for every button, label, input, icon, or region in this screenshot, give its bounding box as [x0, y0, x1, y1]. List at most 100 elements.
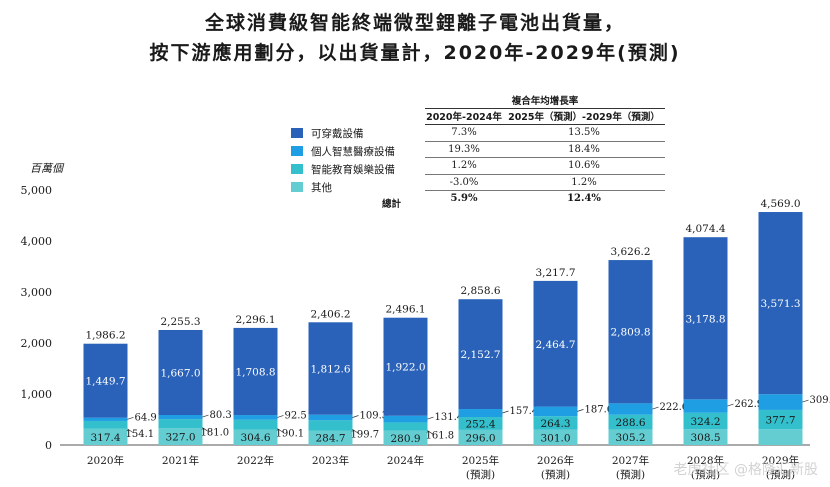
data-label: 2,464.7 [535, 339, 575, 351]
data-label: 64.9 [135, 412, 157, 423]
data-label: 1,812.6 [310, 364, 350, 376]
bar-segment [233, 327, 278, 416]
legend-swatch [291, 164, 303, 174]
bar-segment [308, 414, 353, 421]
total-label: 2,858.6 [460, 285, 500, 297]
cagr-col2-header: 2025年（預測）-2029年（預測） [503, 108, 665, 125]
data-label: 92.5 [285, 410, 307, 421]
leader-line [577, 409, 584, 412]
bar-segment [458, 429, 503, 445]
y-tick-label: 3,000 [21, 286, 53, 299]
bar-segment [308, 420, 353, 431]
data-label: 309.0 [810, 395, 830, 406]
y-tick-label: 2,000 [21, 337, 53, 350]
legend-label: 智能教育娛樂設備 [311, 163, 395, 176]
data-label: 109.3 [360, 411, 389, 422]
cagr-total-label: 總計 [382, 199, 402, 210]
leader-line [352, 429, 359, 434]
data-label: 1,922.0 [385, 362, 425, 374]
data-label: 284.7 [315, 433, 345, 445]
cagr-row-c2: 1.2% [503, 174, 665, 191]
watermark: 老虎社区 @格隆汇新股 [673, 462, 818, 478]
leader-line [277, 428, 284, 433]
leader-line [727, 403, 734, 407]
data-label: 3,571.3 [760, 298, 800, 310]
data-label: 131.4 [435, 412, 464, 423]
total-label: 2,406.2 [310, 308, 350, 320]
leader-line [427, 416, 434, 420]
legend-item: 智能教育娛樂設備 [291, 160, 395, 178]
bar-segment [233, 419, 278, 430]
bar-segment [383, 317, 428, 416]
data-label: 377.7 [765, 415, 795, 427]
bar-segment [683, 412, 728, 430]
cagr-col1-header: 2020年-2024年 [425, 108, 503, 125]
bar-segment [383, 422, 428, 431]
y-tick-label: 4,000 [21, 235, 53, 248]
data-label: 154.1 [126, 429, 155, 440]
cagr-row-c1: 19.3% [425, 141, 503, 158]
leader-line [277, 415, 284, 418]
leader-line [427, 430, 434, 435]
cagr-table: 複合年均增長率 2020年-2024年 2025年（預測）-2029年（預測） … [425, 92, 665, 207]
leader-line [352, 415, 359, 418]
x-tick-sublabel: (預測) [616, 468, 645, 481]
data-label: 301.0 [540, 432, 570, 444]
x-tick-label: 2024年 [387, 454, 424, 467]
x-tick-label: 2021年 [162, 454, 199, 467]
x-tick-label: 2026年 [537, 454, 574, 467]
bar-segment [533, 416, 578, 430]
bar-segment [608, 260, 653, 404]
bar-segment [158, 414, 203, 420]
cagr-total-c1: 5.9% [450, 193, 478, 205]
leader-line [502, 410, 509, 414]
total-label: 2,296.1 [235, 314, 275, 326]
legend: 可穿戴設備 個人智慧醫療設備 智能教育娛樂設備 其他 [291, 124, 395, 196]
legend-item: 其他 [291, 178, 395, 196]
x-tick-sublabel: (預測) [691, 468, 720, 481]
data-label: 296.0 [465, 432, 495, 444]
data-label: 288.6 [615, 417, 645, 429]
x-tick-label: 2022年 [237, 454, 274, 467]
legend-swatch [291, 146, 303, 156]
bar-segment [83, 428, 128, 445]
x-tick-sublabel: (預測) [466, 468, 495, 481]
legend-label: 個人智慧醫療設備 [311, 145, 395, 158]
data-label: 80.3 [210, 410, 232, 421]
bar-segment [608, 429, 653, 445]
data-label: 308.5 [690, 432, 720, 444]
data-label: 187.6 [585, 404, 614, 415]
legend-label: 其他 [311, 181, 332, 194]
bar-segment [758, 429, 803, 445]
data-label: 3,178.8 [685, 313, 725, 325]
x-tick-label: 2028年 [687, 454, 724, 467]
chart-title-line1: 全球消費級智能終端微型鋰離子電池出貨量， [204, 12, 625, 34]
y-axis-label: 百萬個 [30, 162, 65, 175]
bar-segment [383, 430, 428, 445]
bar-segment [308, 322, 353, 415]
bar-segment [758, 212, 803, 395]
legend-label: 可穿戴設備 [311, 127, 364, 140]
data-label: 280.9 [390, 433, 420, 445]
cagr-row-c1: 7.3% [425, 124, 503, 142]
bar-segment [458, 299, 503, 410]
bar-segment [83, 417, 128, 421]
legend-item: 個人智慧醫療設備 [291, 142, 395, 160]
data-label: 264.3 [540, 418, 570, 430]
data-label: 161.8 [426, 431, 455, 442]
bar-segment [683, 237, 728, 400]
data-label: 252.4 [465, 418, 495, 430]
data-label: 304.6 [240, 432, 270, 444]
cagr-row-c1: 1.2% [425, 157, 503, 175]
data-label: 2,809.8 [610, 327, 650, 339]
bar-segment [608, 414, 653, 430]
leader-line [802, 399, 809, 403]
bar-segment [83, 343, 128, 418]
leader-line [127, 428, 134, 434]
total-label: 3,626.2 [610, 246, 650, 258]
bar-segment [533, 406, 578, 417]
cagr-total-c2: 12.4% [567, 193, 601, 205]
x-tick-sublabel: (預測) [541, 468, 570, 481]
legend-swatch [291, 128, 303, 138]
y-tick-label: 0 [45, 439, 52, 452]
